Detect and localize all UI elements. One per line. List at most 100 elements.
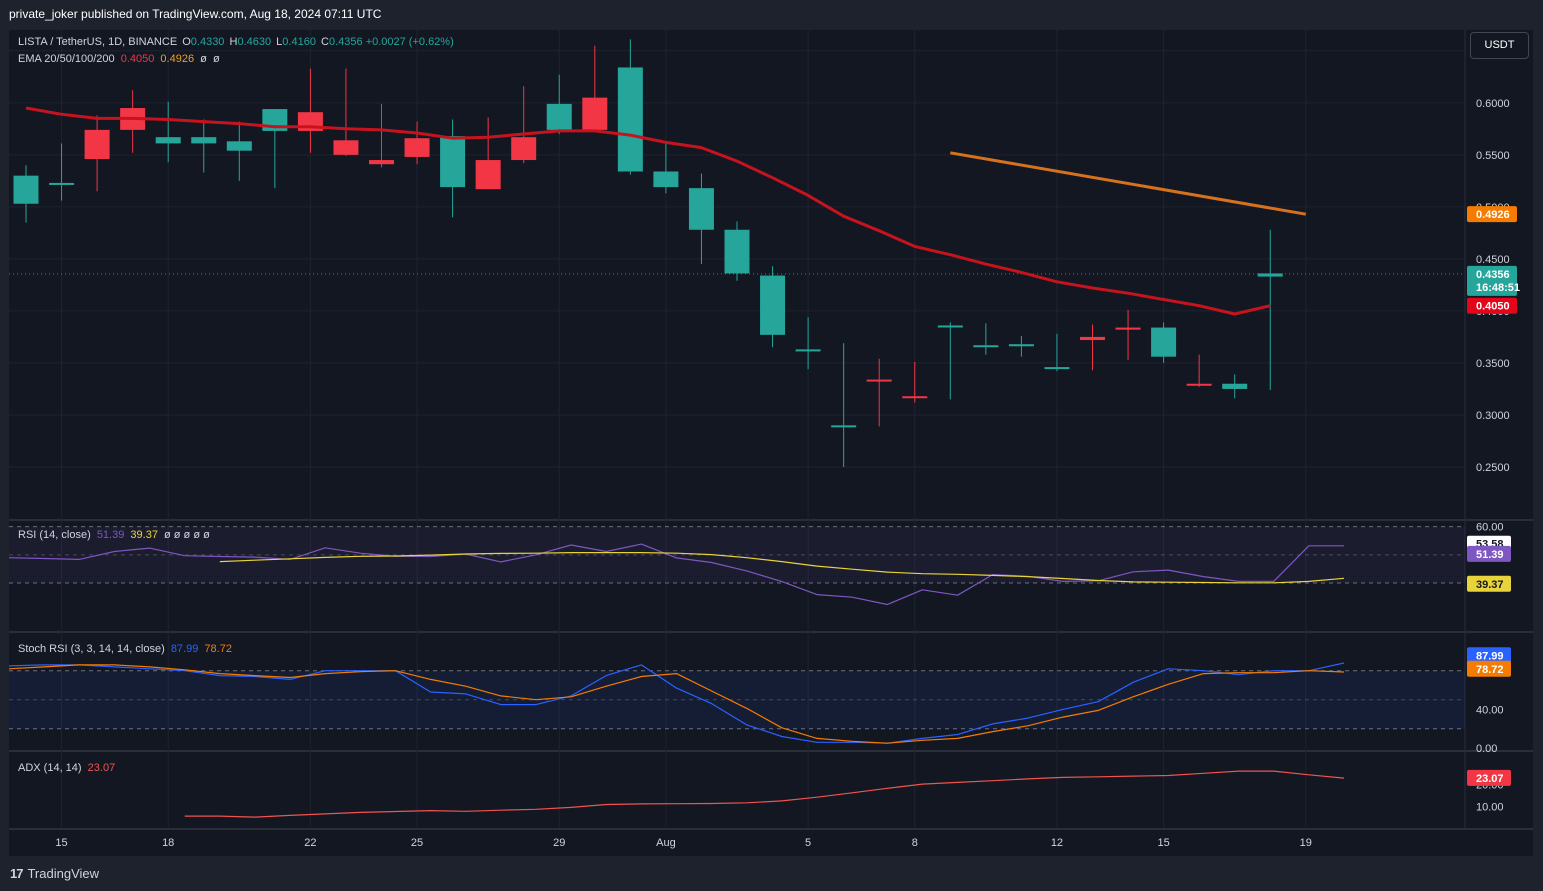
- ema200-value: ø: [212, 53, 220, 65]
- close-value: 0.4356: [328, 36, 363, 48]
- stoch-k-tag-text: 87.99: [1476, 650, 1504, 662]
- tradingview-logo[interactable]: 17 TradingView: [10, 866, 99, 881]
- low-label: L: [276, 36, 283, 48]
- adx-value-tag-bg: [1467, 769, 1511, 786]
- rsi-line: [8, 543, 1344, 606]
- x-tick-label: 15: [55, 837, 67, 849]
- candle-body: [831, 425, 857, 428]
- stoch-k-tag: 87.99: [1467, 647, 1511, 664]
- last-price-tag-bg: [1467, 265, 1517, 296]
- rsi-value-tag: 51.39: [1467, 545, 1511, 562]
- close-label: C: [321, 36, 329, 48]
- x-tick-label: 25: [411, 837, 423, 849]
- candle-body: [1080, 336, 1105, 341]
- x-tick-label: 5: [805, 837, 811, 849]
- publisher-bar: private_joker published on TradingView.c…: [0, 0, 1543, 30]
- grid-layer: [9, 30, 1533, 830]
- candle-body: [688, 188, 714, 230]
- ema100-value: ø: [200, 53, 207, 65]
- stoch-k-tag-bg: [1467, 647, 1511, 664]
- candle-body: [84, 129, 110, 160]
- last-price-tag-text: 16:48:51: [1476, 282, 1520, 294]
- candle-body: [1222, 383, 1248, 389]
- low-value: 0.4160: [282, 36, 316, 48]
- candle-body: [191, 137, 217, 144]
- ema-label[interactable]: EMA 20/50/100/200: [18, 53, 115, 65]
- x-tick-label: 22: [304, 837, 316, 849]
- publisher-text: private_joker published on TradingView.c…: [9, 7, 382, 21]
- chart-area[interactable]: [9, 30, 1533, 856]
- rsi-value-tag-text: 51.39: [1476, 549, 1504, 561]
- brand-name: TradingView: [27, 866, 100, 881]
- candle-body: [1115, 327, 1141, 330]
- candle-body: [582, 97, 608, 130]
- stoch-d-tag: 78.72: [1467, 660, 1511, 677]
- candle-body: [13, 175, 39, 204]
- candle-body: [724, 229, 750, 274]
- ema50-price-tag-text: 0.4926: [1476, 209, 1510, 221]
- candle-body: [617, 67, 643, 172]
- stoch-k-value: 87.99: [170, 643, 199, 655]
- stoch-label[interactable]: Stoch RSI (3, 3, 14, 14, close): [18, 643, 165, 655]
- stoch-d-line: [8, 664, 1345, 744]
- candle-body: [1044, 367, 1070, 370]
- stoch-tick-label: 40.00: [1476, 704, 1504, 716]
- price-tick-label: 0.3500: [1476, 358, 1510, 370]
- tradingview-mark-icon: 17: [10, 866, 24, 881]
- candle-body: [760, 275, 786, 335]
- rsi-ma-tag-bg: [1467, 575, 1511, 592]
- ema20-value: 0.4050: [120, 53, 155, 65]
- stoch-legend: Stoch RSI (3, 3, 14, 14, close) 87.99 78…: [18, 643, 232, 655]
- x-tick-label: 12: [1051, 837, 1063, 849]
- x-tick-label: 18: [162, 837, 174, 849]
- price-tags: 0.49260.435616:48:510.405053.5851.3939.3…: [1467, 206, 1520, 786]
- open-label: O: [182, 36, 191, 48]
- price-tick-label: 0.3000: [1476, 410, 1510, 422]
- ema20-price-tag-text: 0.4050: [1476, 301, 1510, 313]
- stoch-d-tag-bg: [1467, 660, 1511, 677]
- rsi-ma-tag-text: 39.37: [1476, 579, 1504, 591]
- stoch-band: [9, 670, 1465, 729]
- main-legend: LISTA / TetherUS, 1D, BINANCE O0.4330 H0…: [18, 36, 454, 48]
- currency-button[interactable]: USDT: [1470, 32, 1529, 59]
- x-tick-label: 19: [1300, 837, 1312, 849]
- adx-label[interactable]: ADX (14, 14): [18, 762, 82, 774]
- footer: 17 TradingView: [0, 856, 1543, 891]
- candle-body: [902, 396, 928, 399]
- adx-line: [184, 770, 1345, 818]
- candle-body: [1186, 383, 1212, 386]
- x-tick-label: 15: [1157, 837, 1169, 849]
- stoch-d-tag-text: 78.72: [1476, 664, 1504, 676]
- rsi-legend: RSI (14, close) 51.39 39.37 ø ø ø ø ø: [18, 529, 210, 541]
- open-value: 0.4330: [190, 36, 225, 48]
- ema50-price-tag: 0.4926: [1467, 206, 1517, 223]
- last-price-tag-text: 0.4356: [1476, 269, 1510, 281]
- ema20-price-tag-bg: [1467, 297, 1517, 314]
- stoch-tick-label: 0.00: [1476, 743, 1497, 755]
- rsi-ma-line: [219, 551, 1345, 584]
- candle-body: [369, 160, 394, 165]
- symbol-title[interactable]: LISTA / TetherUS, 1D, BINANCE: [18, 36, 178, 48]
- stoch-d-value: 78.72: [204, 643, 232, 655]
- rsi-ma-tag: 39.37: [1467, 575, 1511, 592]
- rsi-band: [9, 526, 1465, 584]
- adx-value-tag: 23.07: [1467, 769, 1511, 786]
- ema50-value: 0.4926: [160, 53, 195, 65]
- rsi-value: 51.39: [96, 529, 125, 541]
- adx-value-tag-text: 23.07: [1476, 773, 1504, 785]
- ema20-price-tag: 0.4050: [1467, 297, 1517, 314]
- high-value: 0.4630: [237, 36, 272, 48]
- ema-legend: EMA 20/50/100/200 0.4050 0.4926 ø ø: [18, 53, 220, 65]
- candle-body: [155, 137, 181, 144]
- ema20-line: [25, 106, 1271, 316]
- ema50-price-tag-bg: [1467, 206, 1517, 223]
- rsi-label[interactable]: RSI (14, close): [18, 529, 91, 541]
- candle-body: [404, 138, 430, 157]
- candle-body: [973, 345, 999, 348]
- candle-body: [866, 379, 892, 382]
- candle-body: [1151, 327, 1177, 357]
- x-tick-label: 8: [912, 837, 918, 849]
- indicator-lines: [8, 106, 1345, 818]
